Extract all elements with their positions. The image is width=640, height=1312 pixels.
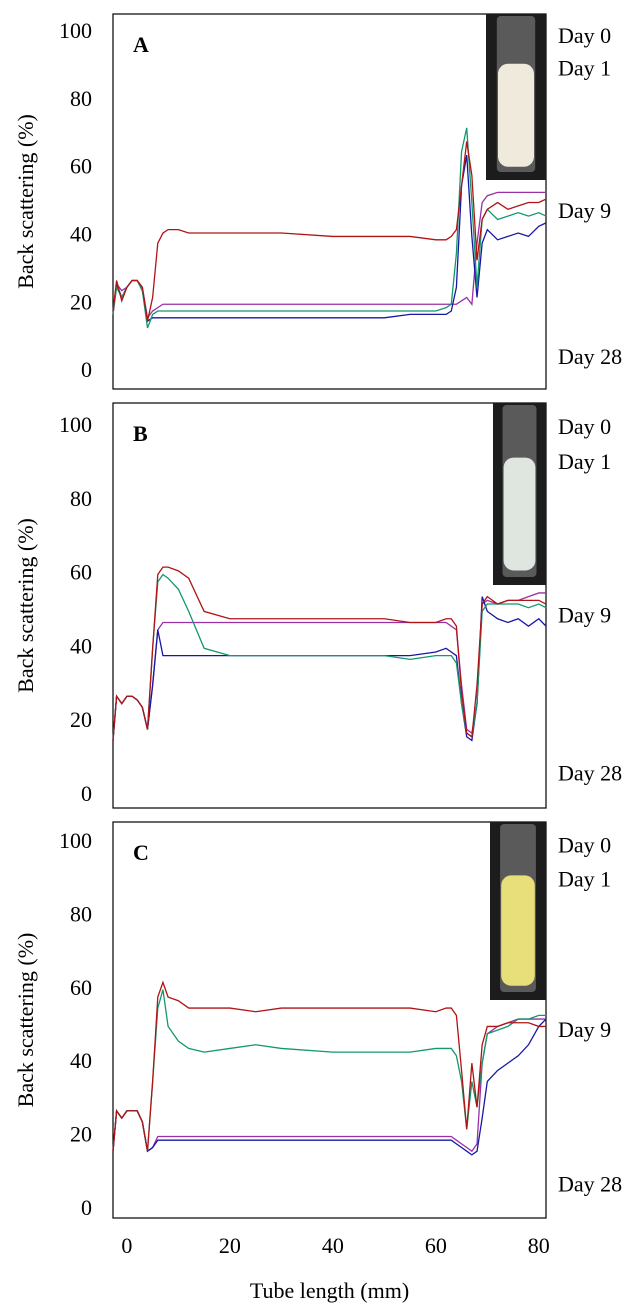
legend-entry: Day 0	[558, 832, 611, 857]
y-tick-label: 80	[70, 86, 92, 111]
y-tick-label: 80	[70, 486, 92, 511]
panel-letter: A	[133, 32, 149, 57]
x-tick-label: 60	[425, 1233, 447, 1258]
y-tick-label: 100	[59, 18, 92, 43]
y-tick-label: 40	[70, 1048, 92, 1073]
legend-entry: Day 0	[558, 23, 611, 48]
panel-letter: C	[133, 840, 149, 865]
y-tick-label: 80	[70, 901, 92, 926]
data-line	[112, 1018, 546, 1153]
legend-entry: Day 9	[558, 1017, 611, 1042]
plot-frame	[112, 13, 547, 390]
plot-frame	[112, 821, 547, 1219]
data-line	[112, 980, 546, 1152]
y-tick-label: 60	[70, 154, 92, 179]
panel-letter: B	[133, 421, 148, 446]
y-tick-label: 20	[70, 1122, 92, 1147]
y-axis-label: Back scattering (%)	[13, 114, 38, 289]
x-tick-label: 80	[528, 1233, 550, 1258]
x-tick-label: 40	[322, 1233, 344, 1258]
y-tick-label: 20	[70, 707, 92, 732]
legend-entry: Day 9	[558, 603, 611, 628]
tube-liquid	[498, 63, 534, 167]
x-tick-label: 20	[219, 1233, 241, 1258]
y-tick-label: 100	[59, 828, 92, 853]
data-line	[112, 566, 547, 741]
legend-entry: Day 28	[558, 344, 622, 369]
plot-frame	[112, 402, 547, 809]
y-tick-label: 0	[81, 781, 92, 806]
y-tick-label: 0	[81, 1195, 92, 1220]
x-axis-label: Tube length (mm)	[250, 1278, 409, 1303]
legend-entry: Day 28	[558, 1171, 622, 1196]
y-tick-label: 60	[70, 975, 92, 1000]
legend-entry: Day 28	[558, 761, 622, 786]
legend-entry: Day 1	[558, 55, 611, 80]
y-tick-label: 60	[70, 560, 92, 585]
legend-entry: Day 9	[558, 198, 611, 223]
legend-entry: Day 1	[558, 866, 611, 891]
y-axis-label: Back scattering (%)	[13, 518, 38, 693]
x-tick-label: 0	[121, 1233, 132, 1258]
data-line	[112, 573, 547, 741]
y-tick-label: 0	[81, 357, 92, 382]
tube-liquid	[503, 457, 536, 571]
y-tick-label: 100	[59, 412, 92, 437]
y-axis-label: Back scattering (%)	[13, 933, 38, 1108]
y-tick-label: 20	[70, 289, 92, 314]
legend-entry: Day 0	[558, 414, 611, 439]
y-tick-label: 40	[70, 633, 92, 658]
y-tick-label: 40	[70, 221, 92, 246]
data-line	[112, 141, 547, 322]
tube-liquid	[501, 875, 535, 986]
legend-entry: Day 1	[558, 449, 611, 474]
